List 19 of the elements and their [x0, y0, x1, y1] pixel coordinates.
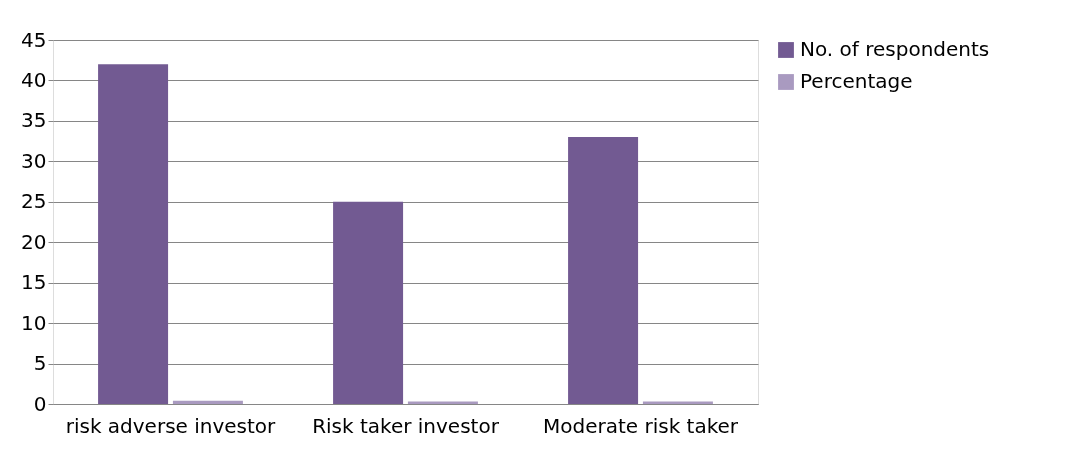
y-tick-label: 40 — [21, 67, 47, 92]
y-tick-label: 20 — [21, 229, 47, 254]
y-tick-label: 10 — [21, 310, 47, 335]
y-tick-label: 35 — [21, 108, 47, 133]
x-tick-label: risk adverse investor — [65, 413, 277, 438]
bar — [172, 400, 243, 404]
x-tick-label: Moderate risk taker — [542, 413, 739, 438]
y-tick-label: 0 — [33, 391, 47, 416]
y-tick-label: 15 — [21, 270, 47, 295]
y-tick-label: 30 — [21, 148, 47, 173]
legend-label: No. of respondents — [800, 37, 990, 61]
bar — [568, 137, 639, 404]
y-tick-label: 45 — [21, 27, 47, 52]
y-tick-label: 25 — [21, 189, 47, 214]
bar — [98, 64, 169, 404]
y-tick-label: 5 — [33, 351, 47, 376]
legend-label: Percentage — [800, 69, 913, 93]
bar — [333, 201, 404, 404]
x-tick-label: Risk taker investor — [312, 413, 500, 438]
